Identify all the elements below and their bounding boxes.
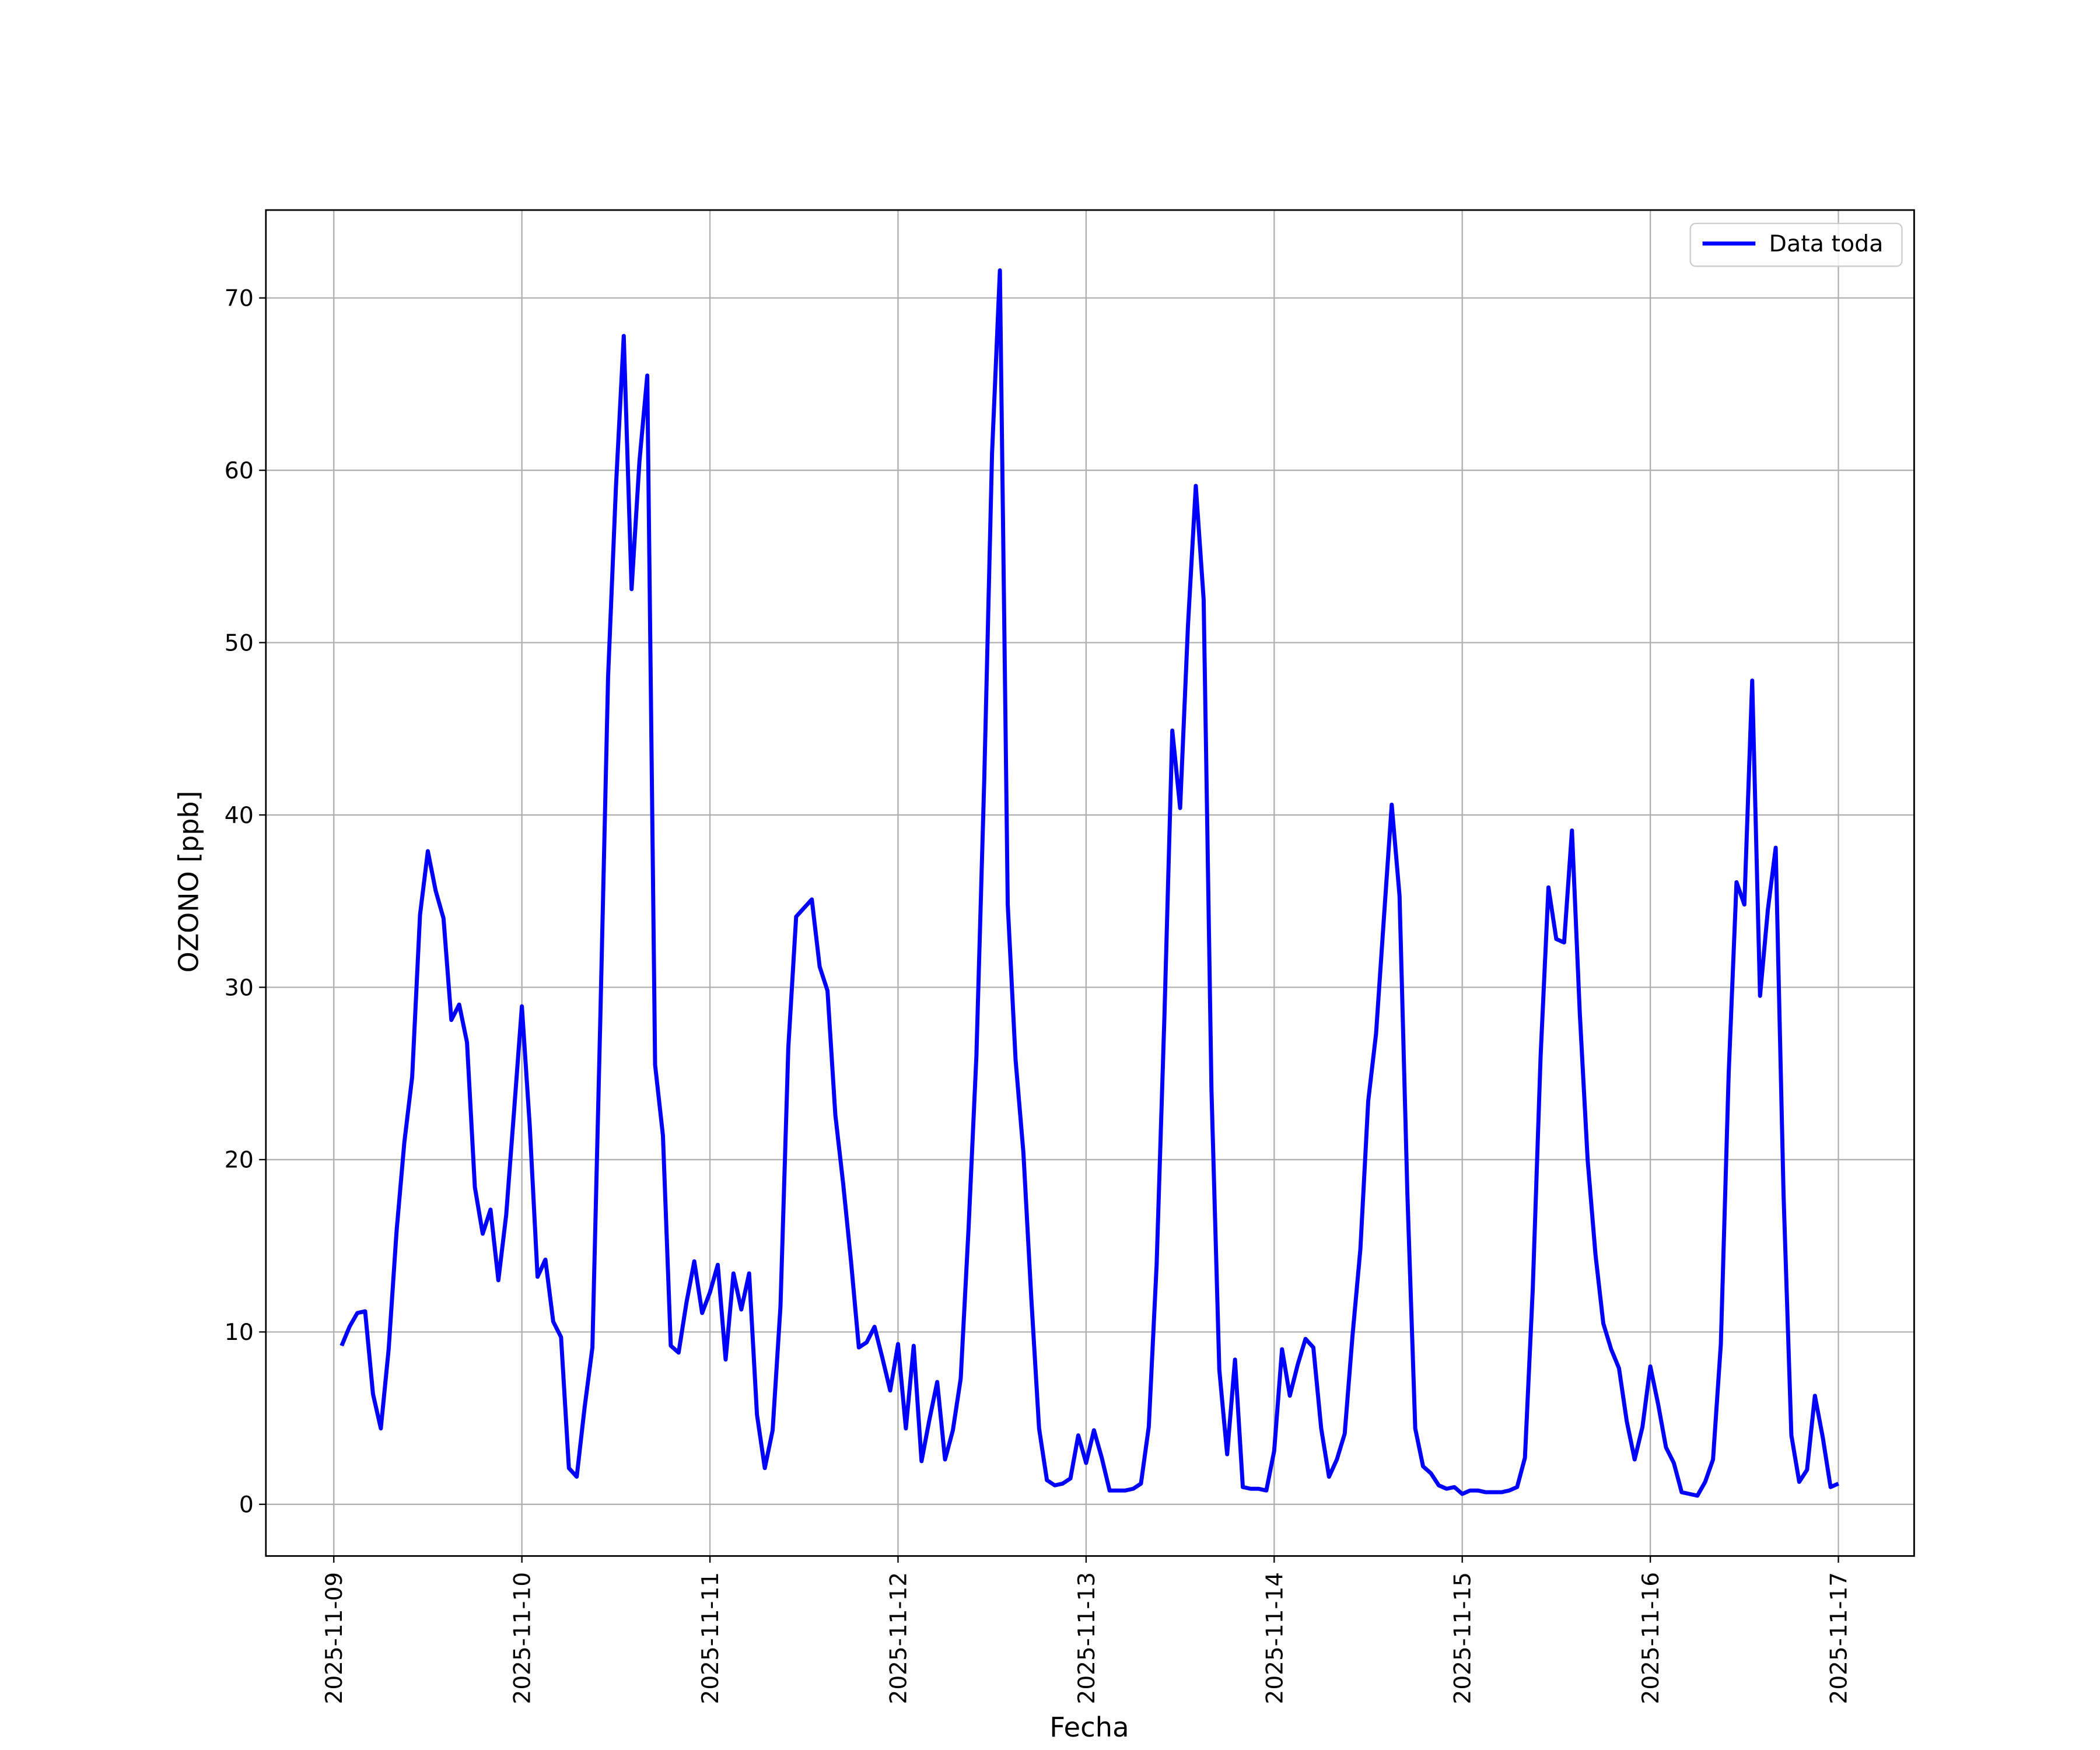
y-tick-label: 10 (225, 1320, 254, 1346)
y-tick-label: 20 (225, 1147, 254, 1174)
plot-frame (265, 209, 1915, 1557)
x-tick-label: 2025-11-15 (1450, 1572, 1476, 1704)
x-tick-label: 2025-11-16 (1638, 1572, 1664, 1704)
x-tick-label: 2025-11-11 (698, 1572, 724, 1704)
y-tick-label: 40 (225, 803, 254, 829)
y-tick-label: 50 (225, 631, 254, 657)
x-tick-label: 2025-11-12 (886, 1572, 912, 1704)
legend-label: Data toda (1769, 231, 1884, 257)
legend: Data toda (1689, 222, 1903, 267)
x-axis-label: Fecha (1049, 1712, 1129, 1743)
x-tick-label: 2025-11-13 (1074, 1572, 1100, 1704)
x-tick-label: 2025-11-10 (509, 1572, 536, 1704)
legend-box (1689, 222, 1903, 267)
y-tick-label: 0 (239, 1492, 254, 1518)
data-line (340, 268, 1839, 1498)
x-tick-label: 2025-11-09 (321, 1572, 348, 1704)
y-tick-label: 30 (225, 975, 254, 1002)
y-tick-label: 60 (225, 458, 254, 484)
x-tick-label: 2025-11-17 (1826, 1572, 1852, 1704)
x-tick-label: 2025-11-14 (1262, 1572, 1288, 1704)
y-tick-label: 70 (225, 286, 254, 312)
y-axis-label: OZONO [ppb] (173, 791, 204, 973)
